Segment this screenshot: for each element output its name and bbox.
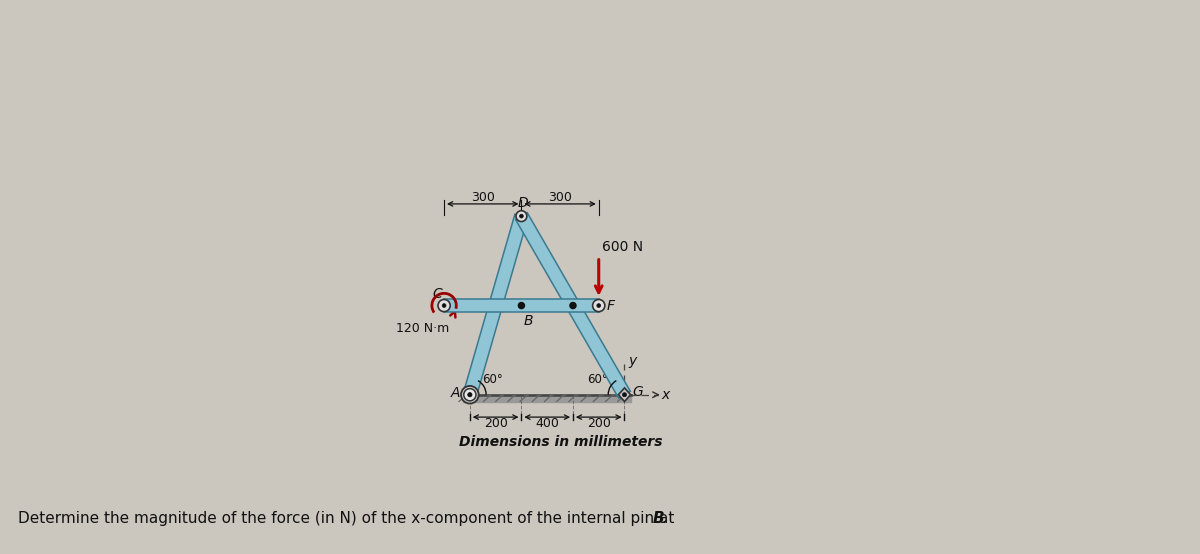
Circle shape — [596, 304, 601, 307]
Circle shape — [520, 214, 523, 218]
Text: 300: 300 — [470, 191, 494, 204]
Text: y: y — [629, 353, 637, 368]
Text: G: G — [632, 385, 643, 399]
Text: 400: 400 — [535, 417, 559, 430]
Circle shape — [461, 386, 479, 403]
Text: 200: 200 — [587, 417, 611, 430]
Polygon shape — [463, 214, 528, 397]
Text: C: C — [432, 288, 442, 301]
Text: E: E — [576, 314, 586, 329]
Text: 60°: 60° — [482, 373, 503, 386]
Text: .: . — [661, 511, 666, 526]
Text: A: A — [451, 386, 461, 399]
Text: 120 N·m: 120 N·m — [396, 322, 449, 335]
Text: Dimensions in millimeters: Dimensions in millimeters — [458, 435, 662, 449]
Circle shape — [593, 300, 605, 312]
Text: Determine the magnitude of the force (in N) of the x-component of the internal p: Determine the magnitude of the force (in… — [18, 511, 679, 526]
Circle shape — [516, 211, 527, 222]
Circle shape — [463, 388, 476, 401]
Polygon shape — [516, 213, 630, 398]
Text: F: F — [606, 299, 614, 312]
Circle shape — [518, 302, 524, 309]
Polygon shape — [618, 388, 630, 402]
Text: 200: 200 — [484, 417, 508, 430]
Text: 300: 300 — [548, 191, 572, 204]
Circle shape — [442, 304, 446, 307]
Text: 60°: 60° — [587, 373, 607, 386]
Text: B: B — [523, 314, 533, 329]
Circle shape — [623, 393, 626, 397]
Text: x: x — [661, 388, 670, 402]
Text: D: D — [517, 196, 528, 210]
Circle shape — [438, 300, 450, 312]
Circle shape — [468, 393, 472, 397]
Polygon shape — [444, 299, 599, 312]
Text: B: B — [653, 511, 665, 526]
Text: 600 N: 600 N — [602, 240, 643, 254]
Circle shape — [570, 302, 576, 309]
